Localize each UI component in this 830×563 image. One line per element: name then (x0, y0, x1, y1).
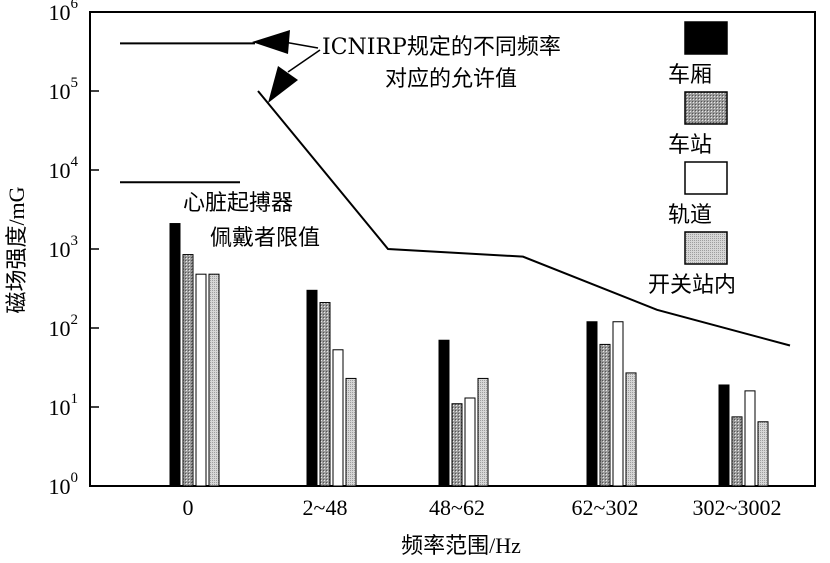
legend-label: 开关站内 (648, 273, 736, 298)
legend-label: 轨道 (668, 203, 712, 228)
bar (195, 273, 207, 487)
y-axis: 100 101 102 103 104 105 106 (49, 0, 99, 499)
bar (208, 273, 220, 487)
bar (477, 377, 489, 487)
bars (169, 223, 769, 487)
x-axis-label: 频率范围/Hz (401, 533, 521, 558)
bar (306, 289, 318, 487)
bar (625, 372, 637, 487)
bar (464, 397, 476, 487)
legend-swatch (684, 21, 728, 55)
y-tick-label: 101 (49, 391, 79, 420)
annotation-pointer (287, 49, 321, 73)
bar (757, 421, 769, 487)
y-axis-label: 磁场强度/mG (4, 186, 29, 313)
bar (345, 377, 357, 487)
bar (744, 390, 756, 487)
x-tick-label: 2~48 (303, 495, 348, 520)
y-tick-label: 105 (49, 75, 79, 104)
legend-label: 车站 (668, 133, 712, 158)
annotation-pacemaker-line2: 佩戴者限值 (210, 226, 320, 251)
annotation-icnirp-line1: ICNIRP规定的不同频率 (322, 35, 561, 60)
y-tick-label: 106 (49, 0, 79, 25)
bar (731, 416, 743, 487)
limit-lines (120, 30, 791, 347)
y-tick-label: 100 (49, 470, 79, 499)
legend-label: 车厢 (668, 63, 712, 88)
bar (169, 223, 181, 487)
icnirp-limit-curve (257, 90, 791, 347)
x-axis: 0 2~48 48~62 62~302 302~3002 (183, 495, 782, 520)
x-tick-label: 62~302 (572, 495, 639, 520)
annotation-icnirp-line2: 对应的允许值 (385, 67, 517, 92)
legend-swatch (684, 91, 728, 125)
bar (332, 349, 344, 487)
x-tick-label: 48~62 (429, 495, 485, 520)
annotation-pacemaker-line1: 心脏起搏器 (183, 191, 293, 216)
annotation-arrowhead (268, 66, 298, 103)
x-tick-label: 302~3002 (693, 495, 782, 520)
bar (612, 321, 624, 487)
bar (718, 384, 730, 487)
bar (438, 339, 450, 487)
bar (599, 343, 611, 487)
bar (586, 321, 598, 487)
legend-swatch (684, 231, 728, 265)
legend-swatch (684, 161, 728, 195)
bar (182, 254, 194, 487)
annotation-pointer (283, 41, 319, 49)
y-tick-label: 102 (49, 312, 79, 341)
annotation-arrowhead (252, 30, 290, 54)
bar (319, 302, 331, 487)
bar (451, 403, 463, 487)
y-tick-label: 103 (49, 233, 79, 262)
y-tick-label: 104 (49, 154, 79, 183)
x-tick-label: 0 (183, 495, 194, 520)
